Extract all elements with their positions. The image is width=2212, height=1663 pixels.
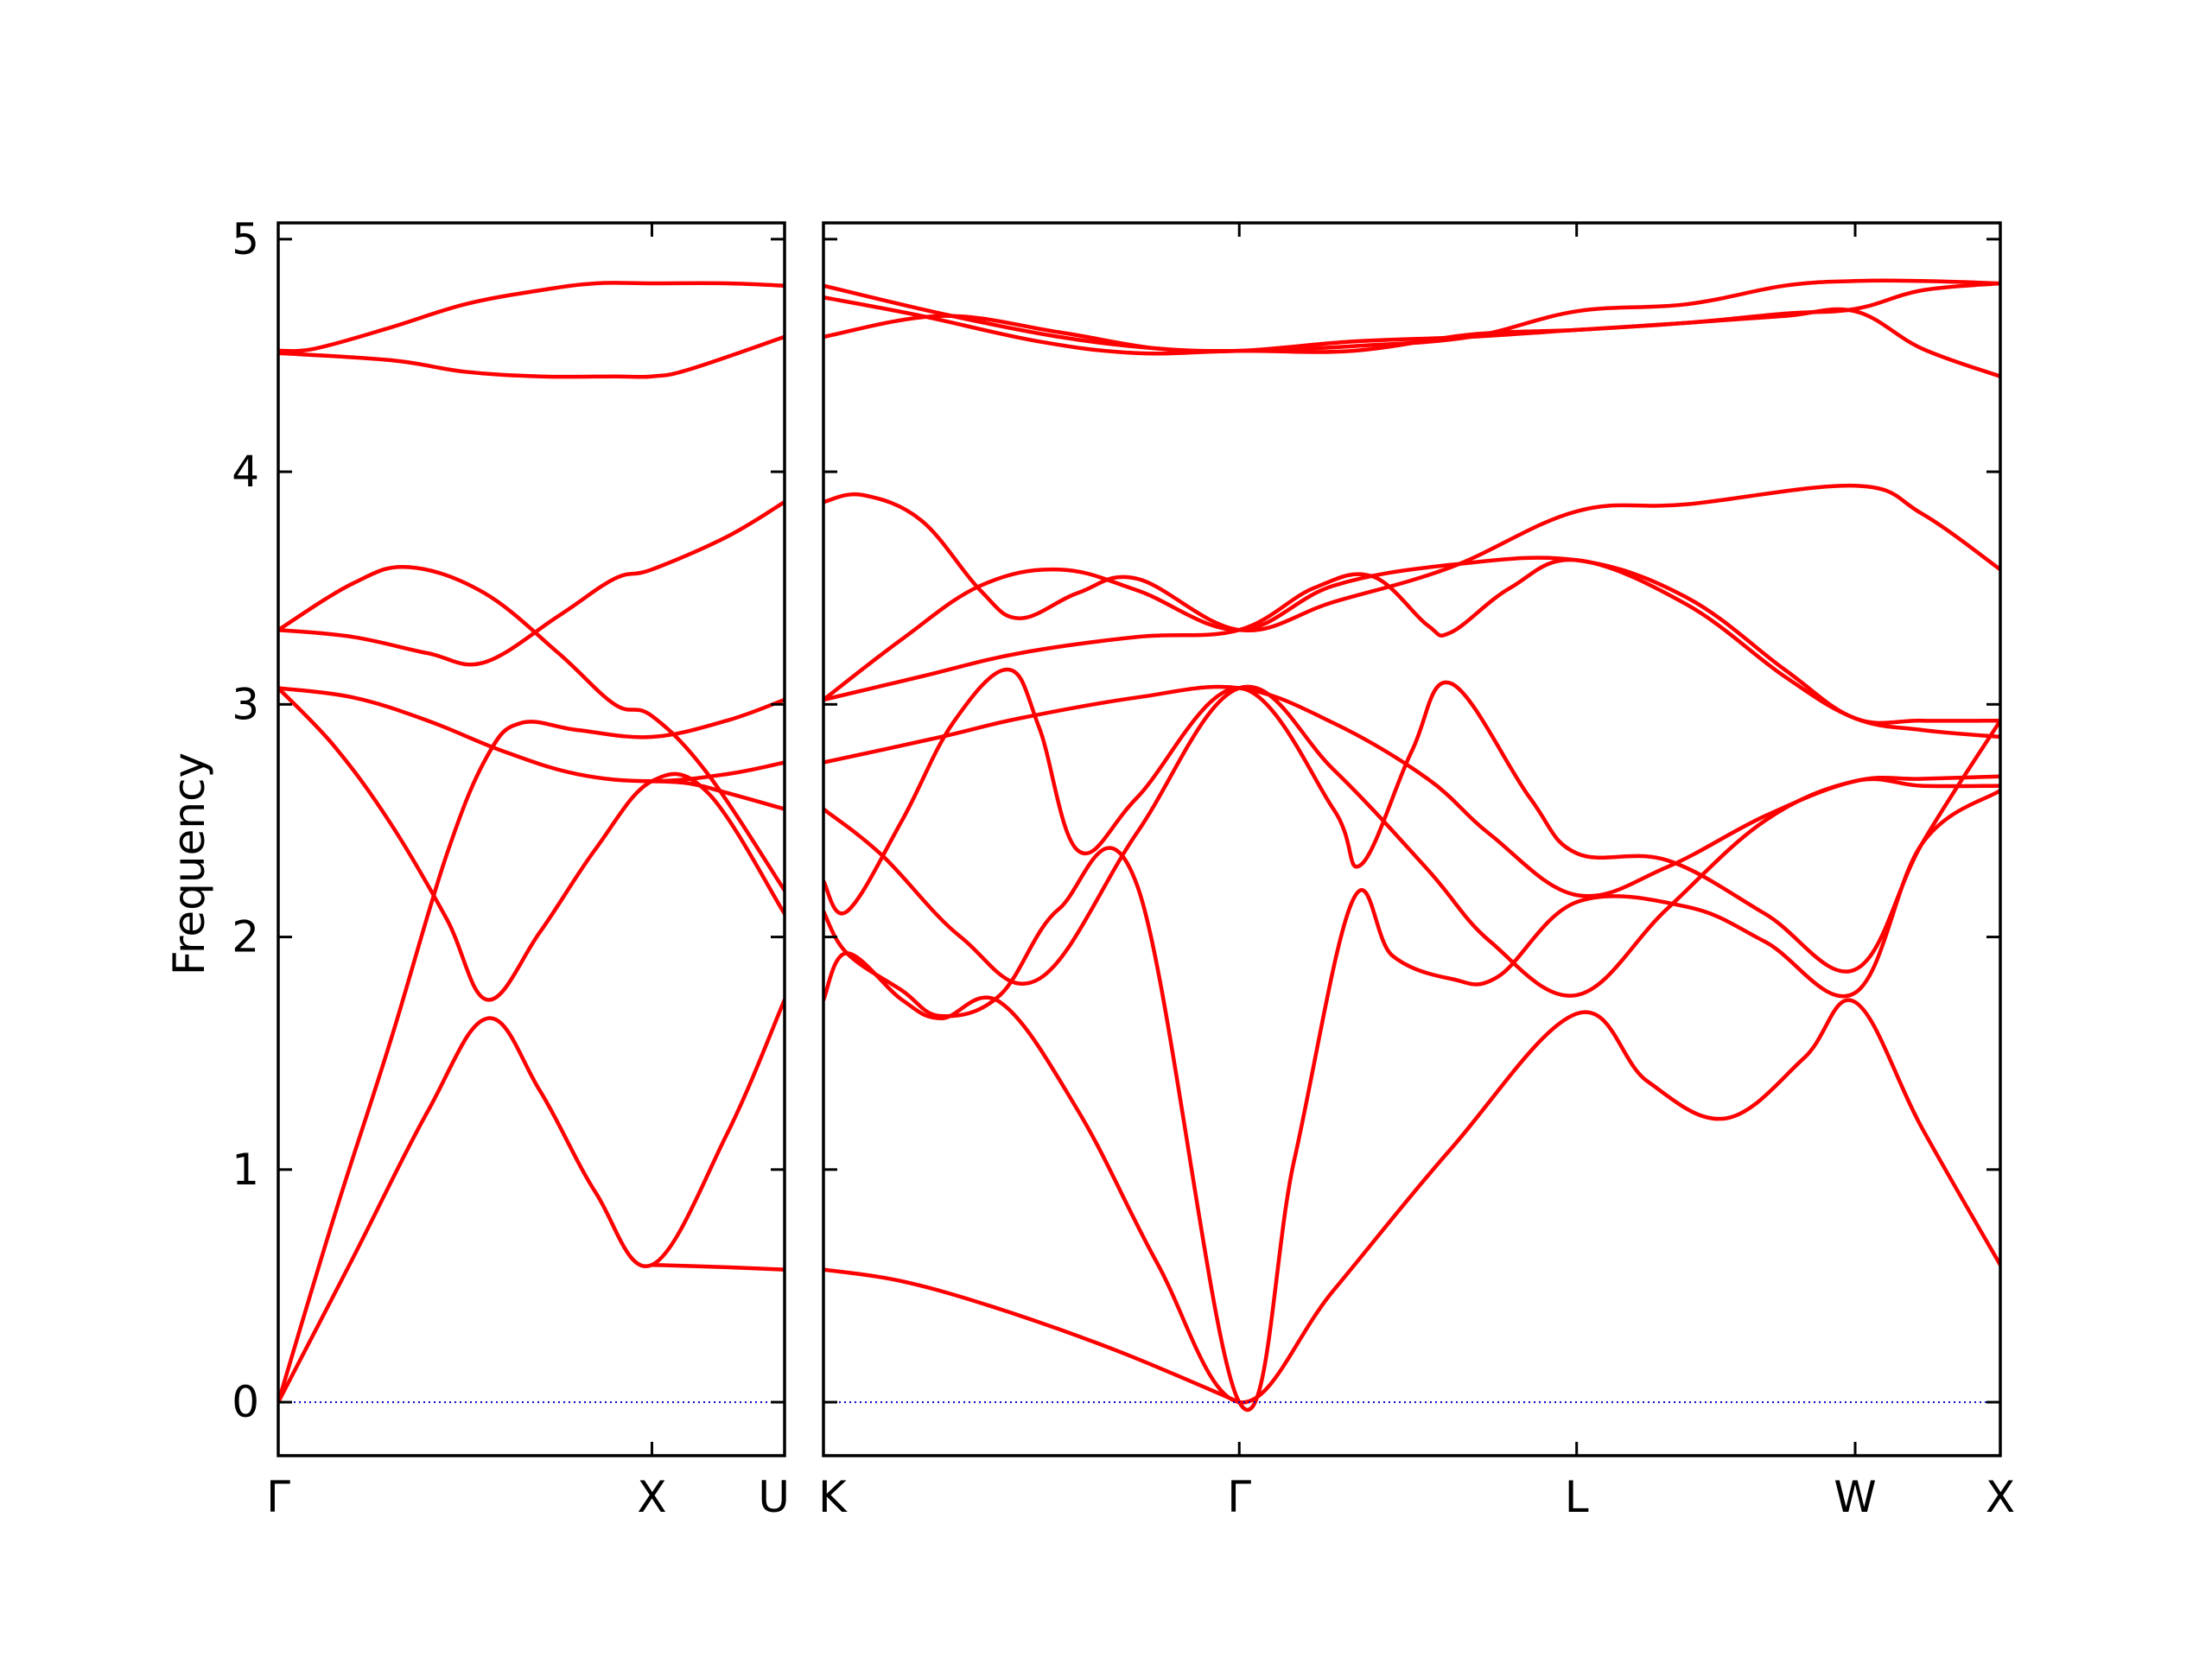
y-tick-label: 3 [232, 679, 259, 729]
band-curve-10 [650, 1262, 785, 1272]
band-curve-8 [823, 667, 2000, 974]
band-curve-2 [278, 334, 785, 379]
y-tick-label: 1 [232, 1145, 259, 1195]
x-tick-label: X [1986, 1472, 2015, 1522]
band-curve-11 [650, 778, 785, 811]
y-tick-label: 4 [232, 447, 259, 497]
x-tick-label: Γ [1227, 1472, 1251, 1522]
y-axis-label: Frequency [164, 752, 214, 975]
band-curve-5 [823, 555, 2000, 726]
band-curve-11 [823, 951, 2000, 1405]
band-curve-3 [823, 307, 2000, 378]
band-curve-2 [823, 281, 2000, 356]
band-curve-4 [823, 483, 2000, 633]
band-curve-4 [278, 499, 785, 667]
band-curve-6 [823, 557, 2000, 739]
band-curve-3 [278, 564, 785, 892]
panel-1: 0 1 2 3 4 5 Γ X U [232, 214, 790, 1522]
band-curve-8 [278, 998, 785, 1405]
panel-curves [823, 278, 2000, 1412]
x-tick-label: U [758, 1472, 790, 1522]
y-tick-label: 2 [232, 912, 259, 962]
x-tick-label: X [637, 1472, 666, 1522]
x-tick-label: K [818, 1472, 848, 1522]
band-curve-10 [823, 788, 2000, 1412]
panel-curves [278, 281, 785, 1405]
x-tick-label: Γ [266, 1472, 290, 1522]
band-curve-6 [278, 686, 785, 1002]
band-curve-9 [823, 684, 2000, 998]
band-curve-7 [278, 697, 785, 1405]
panel-frame [822, 221, 2002, 1457]
x-tick-label: W [1834, 1472, 1876, 1522]
y-tick-label: 0 [232, 1377, 259, 1427]
band-curve-12 [823, 1267, 1242, 1405]
band-curve-1 [278, 281, 785, 353]
panel-frame [276, 221, 786, 1457]
y-tick-label: 5 [232, 214, 259, 264]
band-curve-5 [278, 686, 785, 784]
x-tick-label: L [1565, 1472, 1589, 1522]
